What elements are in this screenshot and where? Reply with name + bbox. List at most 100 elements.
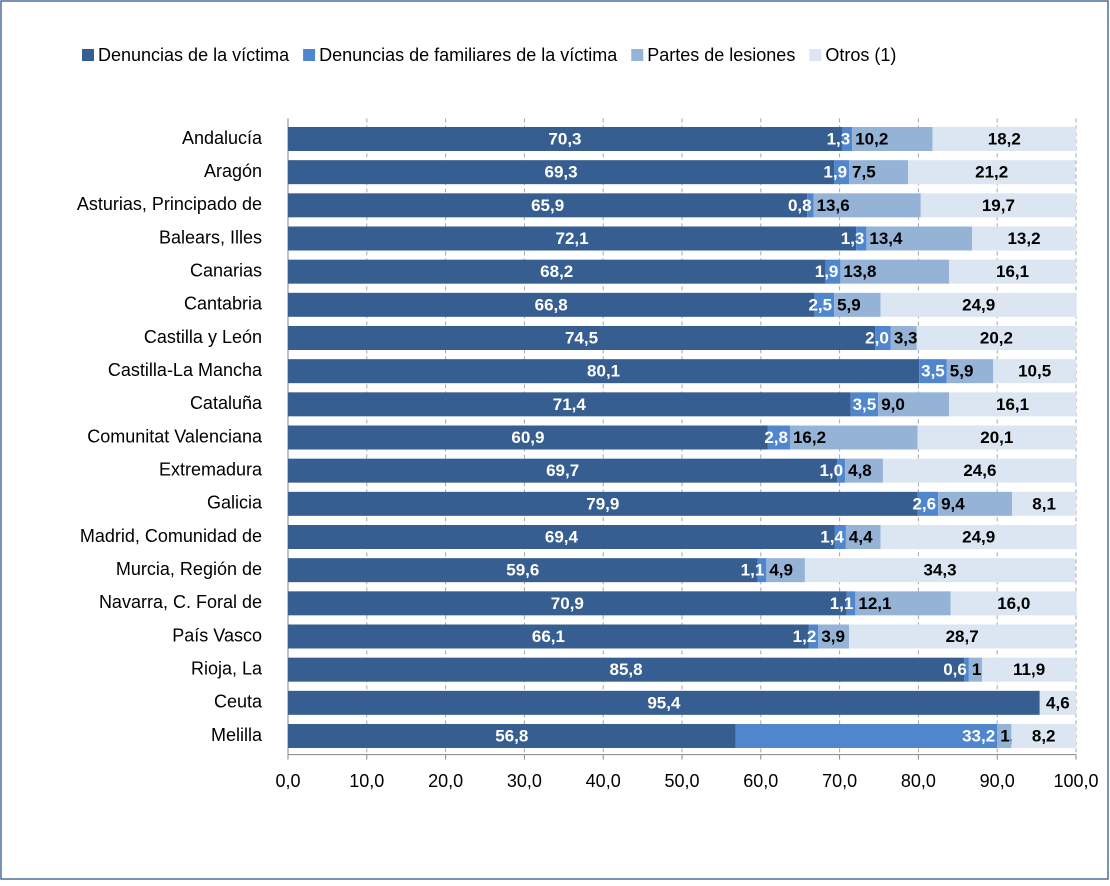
bar-segment [288, 226, 857, 251]
y-tick-label: Castilla y León [144, 327, 262, 347]
bar-segment [834, 525, 846, 549]
bar-segment [288, 326, 876, 350]
bar-segment [993, 359, 1076, 384]
legend-swatch [631, 49, 644, 61]
bar-segment [964, 657, 969, 682]
bar-segment [288, 591, 847, 616]
bar-segment [834, 160, 850, 185]
bar-segment [288, 292, 815, 317]
bar-segment [949, 392, 1076, 417]
y-tick-label: Aragón [204, 161, 262, 181]
value-label: 16,0 [997, 594, 1030, 613]
value-label: 16,1 [996, 395, 1029, 414]
bar-segment [813, 193, 921, 218]
value-label: 33,2 [962, 726, 995, 745]
value-label: 3,5 [921, 362, 945, 381]
value-label: 0,6 [943, 660, 967, 679]
x-tick-label: 90,0 [980, 771, 1015, 791]
bar-segment [852, 127, 933, 151]
value-label: 69,3 [544, 163, 577, 182]
value-label: 4,9 [769, 561, 793, 580]
value-label: 80,1 [587, 362, 620, 381]
bar-segment [288, 127, 842, 151]
value-label: 24,6 [963, 461, 996, 480]
value-label: 8,2 [1032, 726, 1056, 745]
value-label: 2,6 [912, 494, 936, 513]
legend-label: Denuncias de familiares de la víctima [319, 45, 618, 65]
bar-segment [908, 160, 1076, 185]
y-tick-label: Murcia, Región de [116, 559, 262, 579]
bar-segment [735, 724, 998, 748]
value-label: 3,9 [821, 627, 845, 646]
bar-segment [288, 558, 758, 583]
value-label: 1,0 [819, 461, 843, 480]
bar-segment [288, 657, 965, 682]
x-tick-label: 30,0 [507, 771, 542, 791]
value-label: 59,6 [506, 561, 539, 580]
bar-segment [825, 259, 841, 284]
value-label: 24,9 [962, 527, 995, 546]
y-tick-label: Ceuta [214, 692, 263, 712]
value-label: 19,7 [982, 196, 1015, 215]
value-label: 20,2 [980, 328, 1013, 347]
y-tick-label: Navarra, C. Foral de [99, 592, 262, 612]
bar-segment [766, 558, 805, 583]
bar-segment [866, 226, 972, 251]
value-label: 66,8 [535, 295, 568, 314]
x-tick-label: 0,0 [275, 771, 300, 791]
bar-segment [890, 326, 917, 350]
bar-segment [846, 591, 856, 616]
value-label: 1,3 [827, 129, 851, 148]
value-label: 34,3 [924, 561, 957, 580]
value-label: 0,8 [788, 196, 812, 215]
value-label: 13,2 [1007, 229, 1040, 248]
y-tick-label: Comunitat Valenciana [87, 426, 263, 446]
value-label: 16,2 [793, 428, 826, 447]
x-tick-label: 100,0 [1053, 771, 1098, 791]
y-tick-label: Madrid, Comunidad de [80, 526, 262, 546]
value-label: 16,1 [996, 262, 1029, 281]
value-label: 65,9 [531, 196, 564, 215]
y-tick-label: Cataluña [190, 393, 263, 413]
value-label: 70,3 [548, 129, 581, 148]
bar-segment [917, 425, 1076, 450]
bar-segment [849, 624, 1076, 649]
legend-label: Partes de lesiones [647, 45, 795, 65]
bar-segment [288, 690, 1040, 715]
value-label: 4,6 [1046, 693, 1070, 712]
bar-segment [997, 724, 1012, 748]
y-tick-label: Andalucía [182, 128, 263, 148]
y-tick-label: Melilla [211, 725, 263, 745]
x-tick-label: 10,0 [349, 771, 384, 791]
bar-segment [849, 160, 909, 185]
y-tick-label: Rioja, La [191, 658, 263, 678]
value-label: 1,4 [820, 527, 844, 546]
y-tick-label: Balears, Illes [159, 227, 262, 247]
value-label: 2,5 [808, 295, 832, 314]
x-tick-label: 60,0 [743, 771, 778, 791]
value-label: 11,9 [1013, 660, 1045, 679]
bar-segment [837, 458, 846, 483]
legend-swatch [303, 49, 316, 61]
bar-segment [938, 491, 1013, 516]
legend-label: Otros (1) [825, 45, 896, 65]
value-label: 1,9 [815, 262, 839, 281]
value-label: 4,4 [849, 527, 873, 546]
bar-segment [982, 657, 1076, 682]
bar-segment [845, 458, 883, 483]
bar-segment [882, 458, 1077, 483]
value-label: 13,8 [843, 262, 876, 281]
x-tick-label: 50,0 [664, 771, 699, 791]
x-tick-label: 40,0 [586, 771, 621, 791]
value-label: 9,0 [881, 395, 905, 414]
x-tick-label: 70,0 [822, 771, 857, 791]
bar-segment [932, 127, 1076, 151]
y-tick-label: Canarias [190, 260, 262, 280]
value-label: 1,9 [823, 163, 847, 182]
y-tick-label: Asturias, Principado de [77, 194, 262, 214]
bar-segment [789, 425, 918, 450]
legend-label: Denuncias de la víctima [98, 45, 290, 65]
bar-segment [288, 359, 920, 384]
x-tick-label: 80,0 [901, 771, 936, 791]
y-tick-label: Extremadura [159, 459, 263, 479]
